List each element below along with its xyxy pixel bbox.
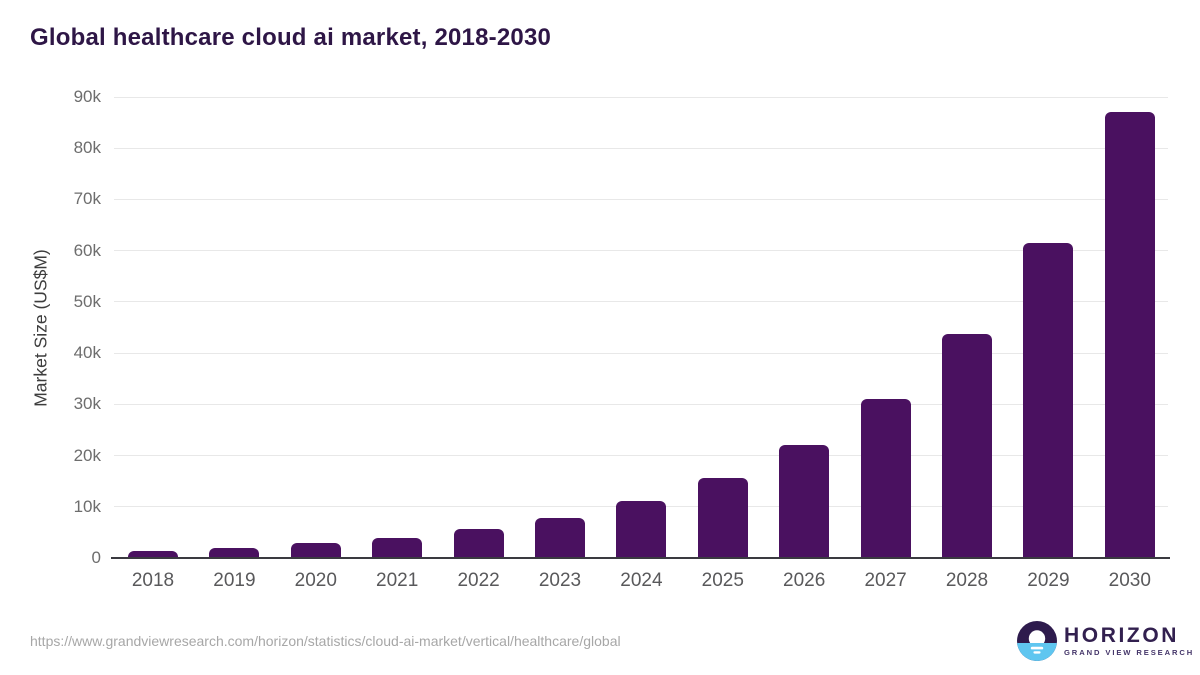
horizon-logo-icon xyxy=(1017,621,1057,661)
y-tick-label-60k: 60k xyxy=(73,240,101,260)
x-tick-label-2021: 2021 xyxy=(376,570,419,591)
x-tick-label-2029: 2029 xyxy=(1027,570,1070,591)
y-tick-label-20k: 20k xyxy=(73,445,101,465)
y-tick-label-70k: 70k xyxy=(73,189,101,209)
y-tick-label-10k: 10k xyxy=(73,496,101,516)
bar-2024[interactable] xyxy=(616,501,667,558)
page-title: Global healthcare cloud ai market, 2018-… xyxy=(30,24,552,51)
x-tick-label-2024: 2024 xyxy=(620,570,663,591)
bar-2026[interactable] xyxy=(779,445,830,558)
gridline-30k xyxy=(114,403,1168,405)
gridline-40k xyxy=(114,352,1168,354)
logo-subtitle: GRAND VIEW RESEARCH xyxy=(1064,647,1195,657)
bar-2021[interactable] xyxy=(372,537,423,558)
bar-2027[interactable] xyxy=(860,399,911,558)
source-url: https://www.grandviewresearch.com/horizo… xyxy=(30,633,621,649)
gridline-60k xyxy=(114,250,1168,252)
bar-2025[interactable] xyxy=(697,477,748,558)
bar-2028[interactable] xyxy=(942,334,992,558)
bar-2023[interactable] xyxy=(535,518,585,558)
y-tick-label-40k: 40k xyxy=(73,343,101,363)
x-tick-label-2027: 2027 xyxy=(864,570,907,591)
logo-name: HORIZON xyxy=(1064,623,1180,647)
y-tick-label-30k: 30k xyxy=(73,394,101,414)
x-tick-label-2026: 2026 xyxy=(783,570,826,591)
gridline-70k xyxy=(114,198,1168,200)
bar-2018[interactable] xyxy=(128,551,178,558)
x-tick-label-2025: 2025 xyxy=(701,570,744,591)
bar-2020[interactable] xyxy=(290,542,341,558)
x-tick-label-2018: 2018 xyxy=(131,570,175,591)
bar-2030[interactable] xyxy=(1104,112,1155,558)
y-tick-label-90k: 90k xyxy=(73,87,101,106)
gridline-80k xyxy=(114,147,1168,149)
gridline-50k xyxy=(114,301,1168,303)
gridline-90k xyxy=(114,96,1168,98)
bar-2029[interactable] xyxy=(1023,242,1074,558)
y-tick-label-80k: 80k xyxy=(73,138,101,158)
gridline-20k xyxy=(114,455,1168,457)
x-tick-label-2023: 2023 xyxy=(538,570,582,591)
bar-2022[interactable] xyxy=(453,529,504,558)
x-tick-label-2019: 2019 xyxy=(213,570,256,591)
x-tick-label-2020: 2020 xyxy=(294,570,337,591)
x-tick-label-2028: 2028 xyxy=(945,570,989,591)
x-tick-label-2030: 2030 xyxy=(1108,570,1151,591)
y-tick-label-50k: 50k xyxy=(73,291,101,311)
x-axis-line xyxy=(111,557,1170,559)
horizon-logo[interactable]: HORIZON GRAND VIEW RESEARCH xyxy=(1017,621,1194,661)
x-tick-label-2022: 2022 xyxy=(457,570,500,591)
y-tick-label-0: 0 xyxy=(91,548,101,567)
bar-2019[interactable] xyxy=(209,548,260,558)
